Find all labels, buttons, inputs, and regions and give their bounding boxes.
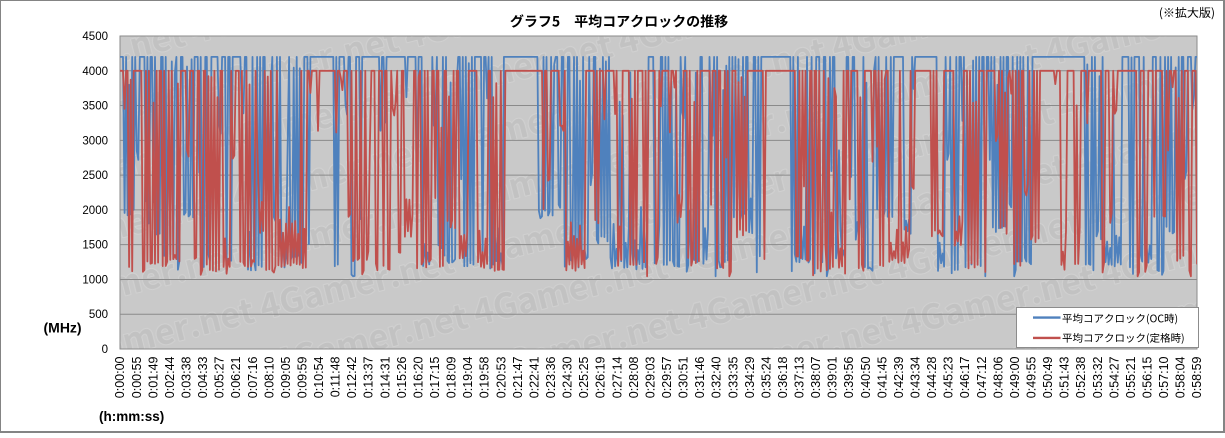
svg-text:0:21:47: 0:21:47 — [511, 356, 525, 398]
svg-text:0:50:49: 0:50:49 — [1041, 356, 1055, 398]
svg-text:0:41:45: 0:41:45 — [875, 356, 889, 398]
svg-text:0:26:19: 0:26:19 — [594, 356, 608, 398]
svg-text:0:03:38: 0:03:38 — [180, 356, 194, 398]
svg-text:0:14:31: 0:14:31 — [378, 356, 392, 398]
svg-text:0:38:07: 0:38:07 — [809, 356, 823, 398]
svg-text:0:25:25: 0:25:25 — [577, 356, 591, 398]
svg-text:0:11:48: 0:11:48 — [329, 356, 343, 397]
svg-text:0:53:32: 0:53:32 — [1091, 356, 1105, 398]
svg-text:0:39:56: 0:39:56 — [842, 356, 856, 398]
svg-text:0:13:37: 0:13:37 — [362, 356, 376, 398]
svg-text:0:00:00: 0:00:00 — [113, 356, 127, 398]
svg-text:0:37:13: 0:37:13 — [793, 356, 807, 398]
svg-text:0:35:24: 0:35:24 — [759, 356, 773, 398]
svg-text:0:18:09: 0:18:09 — [445, 356, 459, 398]
svg-text:0:51:43: 0:51:43 — [1058, 356, 1072, 398]
svg-text:0:09:59: 0:09:59 — [296, 356, 310, 398]
svg-text:0:23:36: 0:23:36 — [544, 356, 558, 398]
svg-text:0:30:51: 0:30:51 — [677, 356, 691, 398]
svg-text:0:08:10: 0:08:10 — [262, 356, 276, 398]
svg-text:0:09:05: 0:09:05 — [279, 356, 293, 398]
svg-text:0:06:21: 0:06:21 — [229, 356, 243, 398]
svg-text:0:52:38: 0:52:38 — [1074, 356, 1088, 398]
svg-text:0:28:08: 0:28:08 — [627, 356, 641, 398]
svg-text:0:39:01: 0:39:01 — [826, 356, 840, 398]
svg-text:1000: 1000 — [82, 274, 108, 286]
svg-text:0:12:42: 0:12:42 — [345, 356, 359, 398]
svg-text:0:33:35: 0:33:35 — [726, 356, 740, 398]
svg-text:0:47:12: 0:47:12 — [975, 356, 989, 398]
svg-text:0:58:59: 0:58:59 — [1190, 356, 1204, 398]
svg-text:0:15:26: 0:15:26 — [395, 356, 409, 398]
svg-text:2500: 2500 — [82, 170, 108, 182]
svg-text:0:17:15: 0:17:15 — [428, 356, 442, 398]
svg-text:0:19:58: 0:19:58 — [478, 356, 492, 398]
svg-text:0:04:33: 0:04:33 — [196, 356, 210, 398]
svg-text:0:43:34: 0:43:34 — [909, 356, 923, 398]
svg-text:0:45:23: 0:45:23 — [942, 356, 956, 398]
svg-text:0:44:28: 0:44:28 — [925, 356, 939, 398]
svg-text:(MHz): (MHz) — [44, 320, 82, 336]
svg-text:4500: 4500 — [82, 31, 108, 43]
svg-text:0:49:00: 0:49:00 — [1008, 356, 1022, 398]
svg-text:0:07:16: 0:07:16 — [246, 356, 260, 398]
svg-text:0:10:54: 0:10:54 — [312, 356, 326, 398]
svg-text:0:56:15: 0:56:15 — [1141, 356, 1155, 398]
svg-text:0:01:49: 0:01:49 — [146, 356, 160, 398]
svg-text:0:36:18: 0:36:18 — [776, 356, 790, 398]
svg-text:0:19:04: 0:19:04 — [461, 356, 475, 398]
svg-text:0:29:03: 0:29:03 — [643, 356, 657, 398]
svg-text:0:27:14: 0:27:14 — [610, 356, 624, 398]
svg-text:3500: 3500 — [82, 101, 108, 113]
svg-text:0:16:20: 0:16:20 — [411, 356, 425, 398]
svg-text:0:29:57: 0:29:57 — [660, 356, 674, 398]
svg-text:2000: 2000 — [82, 205, 108, 217]
svg-text:0: 0 — [102, 344, 108, 356]
svg-text:0:46:17: 0:46:17 — [958, 356, 972, 398]
svg-text:0:22:41: 0:22:41 — [527, 356, 541, 398]
svg-text:0:49:55: 0:49:55 — [1025, 356, 1039, 398]
svg-text:0:24:30: 0:24:30 — [561, 356, 575, 398]
svg-text:3000: 3000 — [82, 135, 108, 147]
svg-text:0:42:39: 0:42:39 — [892, 356, 906, 398]
svg-text:0:31:46: 0:31:46 — [693, 356, 707, 398]
svg-text:0:55:21: 0:55:21 — [1124, 356, 1138, 398]
svg-text:0:32:40: 0:32:40 — [710, 356, 724, 398]
svg-text:1500: 1500 — [82, 240, 108, 252]
svg-text:0:20:53: 0:20:53 — [494, 356, 508, 398]
svg-text:500: 500 — [89, 309, 108, 321]
svg-text:0:54:27: 0:54:27 — [1107, 356, 1121, 398]
svg-text:0:34:29: 0:34:29 — [743, 356, 757, 398]
svg-text:0:40:50: 0:40:50 — [859, 356, 873, 398]
svg-text:0:48:06: 0:48:06 — [991, 356, 1005, 398]
svg-text:0:57:10: 0:57:10 — [1157, 356, 1171, 398]
svg-text:0:58:04: 0:58:04 — [1174, 356, 1188, 398]
svg-text:(h:mm:ss): (h:mm:ss) — [99, 409, 164, 424]
svg-text:0:02:44: 0:02:44 — [163, 356, 177, 398]
svg-text:0:00:55: 0:00:55 — [130, 356, 144, 398]
svg-text:0:05:27: 0:05:27 — [213, 356, 227, 398]
svg-text:4000: 4000 — [82, 66, 108, 78]
